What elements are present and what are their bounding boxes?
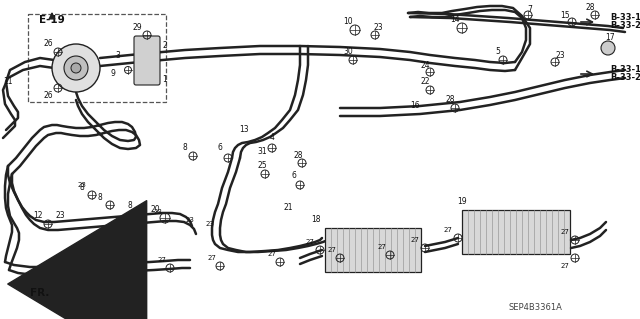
Text: 29: 29 bbox=[132, 23, 142, 32]
Text: 6: 6 bbox=[218, 144, 223, 152]
Text: 25: 25 bbox=[257, 161, 267, 170]
Text: 17: 17 bbox=[605, 33, 615, 42]
Text: 7: 7 bbox=[527, 4, 532, 13]
Text: B-33-20: B-33-20 bbox=[610, 21, 640, 31]
Text: 23: 23 bbox=[186, 217, 195, 223]
Text: 18: 18 bbox=[311, 216, 321, 225]
Bar bbox=[462, 210, 570, 254]
Text: 14: 14 bbox=[450, 16, 460, 25]
Text: 27: 27 bbox=[378, 244, 387, 250]
Text: 23: 23 bbox=[154, 209, 163, 215]
Text: 27: 27 bbox=[118, 259, 127, 265]
Text: 23: 23 bbox=[205, 221, 214, 227]
Text: 31: 31 bbox=[257, 147, 267, 157]
Text: 19: 19 bbox=[457, 197, 467, 206]
Text: 16: 16 bbox=[410, 100, 420, 109]
Text: 28: 28 bbox=[585, 4, 595, 12]
Text: 4: 4 bbox=[269, 133, 275, 143]
Text: 1: 1 bbox=[163, 76, 168, 85]
Text: 28: 28 bbox=[293, 151, 303, 160]
Text: 15: 15 bbox=[560, 11, 570, 19]
Bar bbox=[28, 14, 166, 102]
Text: 27: 27 bbox=[561, 263, 570, 269]
Circle shape bbox=[64, 56, 88, 80]
Text: 26: 26 bbox=[43, 40, 53, 48]
Text: 26: 26 bbox=[43, 92, 53, 100]
Text: 8: 8 bbox=[127, 202, 132, 211]
Text: 21: 21 bbox=[284, 204, 292, 212]
Circle shape bbox=[52, 44, 100, 92]
Text: 27: 27 bbox=[305, 239, 314, 245]
Text: SEP4B3361A: SEP4B3361A bbox=[508, 303, 562, 313]
Text: 28: 28 bbox=[445, 95, 455, 105]
Text: B-33-10: B-33-10 bbox=[610, 12, 640, 21]
Text: 27: 27 bbox=[268, 251, 276, 257]
Text: 5: 5 bbox=[495, 48, 500, 56]
FancyBboxPatch shape bbox=[134, 36, 160, 85]
Text: 23: 23 bbox=[55, 211, 65, 220]
Text: FR.: FR. bbox=[30, 288, 49, 298]
Text: 3: 3 bbox=[116, 50, 120, 60]
Text: 10: 10 bbox=[343, 18, 353, 26]
Text: 23: 23 bbox=[555, 50, 565, 60]
Text: 27: 27 bbox=[411, 237, 419, 243]
Text: 11: 11 bbox=[3, 78, 13, 86]
Text: 27: 27 bbox=[328, 247, 337, 253]
Text: B-33-10: B-33-10 bbox=[610, 64, 640, 73]
Circle shape bbox=[601, 41, 615, 55]
Text: 8: 8 bbox=[98, 194, 102, 203]
Text: 2: 2 bbox=[163, 41, 168, 49]
Text: 27: 27 bbox=[561, 229, 570, 235]
Text: 27: 27 bbox=[207, 255, 216, 261]
Text: 20: 20 bbox=[150, 205, 160, 214]
Text: 23: 23 bbox=[373, 24, 383, 33]
Text: 8: 8 bbox=[79, 183, 84, 192]
Text: 27: 27 bbox=[157, 257, 166, 263]
Text: 27: 27 bbox=[444, 227, 452, 233]
Text: 22: 22 bbox=[420, 78, 429, 86]
Text: 8: 8 bbox=[182, 144, 188, 152]
Text: E-19: E-19 bbox=[39, 15, 65, 25]
Text: 24: 24 bbox=[420, 61, 430, 70]
Text: 9: 9 bbox=[111, 69, 115, 78]
Text: 12: 12 bbox=[33, 211, 43, 220]
Text: B-33-20: B-33-20 bbox=[610, 73, 640, 83]
Bar bbox=[325, 228, 421, 272]
Text: 30: 30 bbox=[343, 48, 353, 56]
Text: 23: 23 bbox=[77, 182, 86, 188]
Circle shape bbox=[71, 63, 81, 73]
Text: 13: 13 bbox=[239, 125, 249, 135]
Text: 6: 6 bbox=[292, 170, 296, 180]
